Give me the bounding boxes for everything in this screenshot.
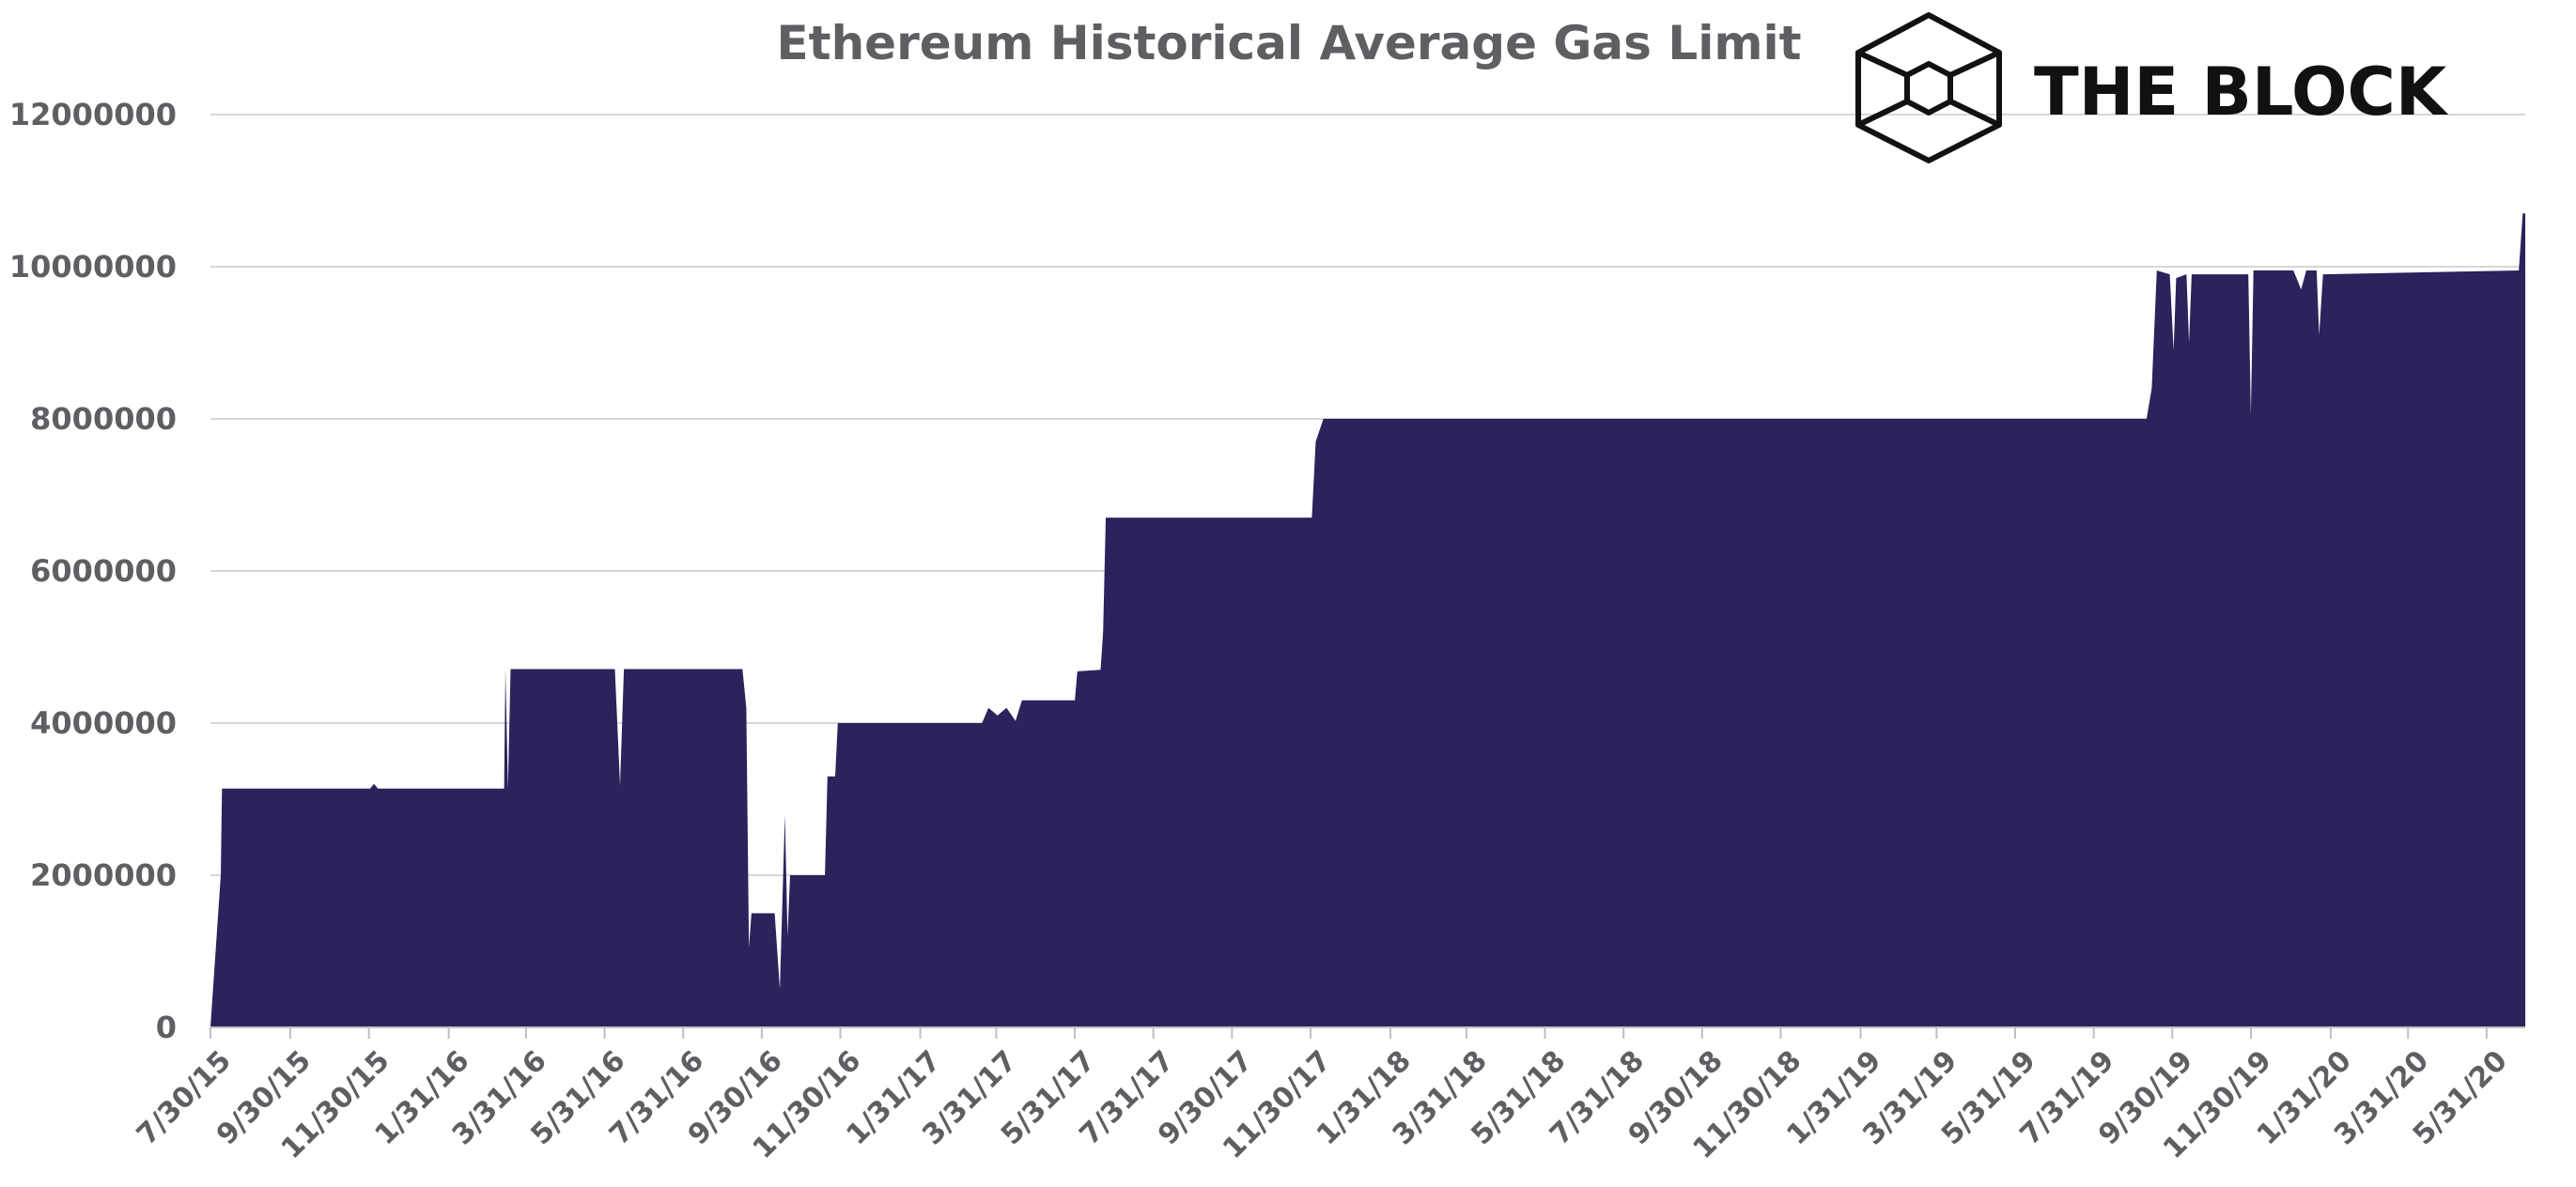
y-tick-label: 6000000 (30, 553, 177, 589)
cube-icon (1855, 12, 2002, 163)
x-tick-labels: 7/30/159/30/1511/30/151/31/163/31/165/31… (131, 1044, 2514, 1165)
y-tick-label: 4000000 (30, 705, 177, 741)
logo-text: THE BLOCK (2034, 54, 2449, 131)
plot-area (210, 213, 2525, 1028)
y-tick-label: 0 (156, 1010, 177, 1045)
y-tick-label: 12000000 (9, 97, 177, 132)
gas-limit-area (210, 213, 2525, 1028)
y-tick-label: 8000000 (30, 401, 177, 437)
x-axis (209, 1026, 2525, 1039)
y-tick-label: 10000000 (9, 249, 177, 285)
the-block-logo: THE BLOCK (1855, 12, 2449, 163)
chart-title: Ethereum Historical Average Gas Limit (777, 16, 1802, 70)
y-tick-label: 2000000 (30, 857, 177, 893)
y-axis: 0 2000000 4000000 6000000 8000000 10000000 120… (9, 97, 177, 1045)
